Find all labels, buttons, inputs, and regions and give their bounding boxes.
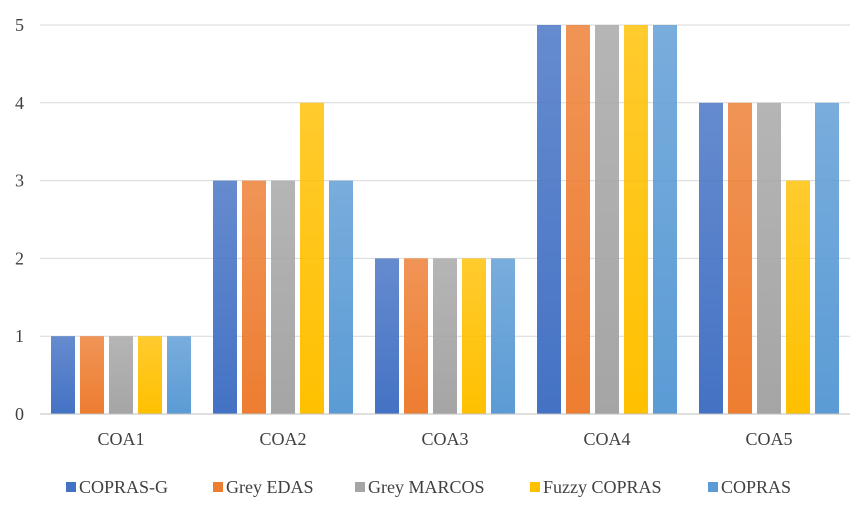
legend-label: Fuzzy COPRAS (543, 477, 662, 497)
y-tick-label: 2 (15, 248, 24, 268)
y-tick-label: 5 (15, 15, 24, 35)
bar-copras-coa4 (653, 25, 677, 414)
bar-copras-coa5 (815, 102, 839, 415)
bar-copras-g-coa1 (51, 336, 75, 414)
bar-copras-g-coa5 (699, 102, 723, 415)
bar-grey-marcos-coa1 (109, 336, 133, 414)
x-category-label: COA2 (259, 429, 306, 449)
x-category-label: COA5 (745, 429, 792, 449)
legend-swatch (530, 482, 540, 492)
legend-swatch (213, 482, 223, 492)
bar-copras-g-coa2 (213, 180, 237, 414)
bar-copras-coa1 (167, 336, 191, 414)
legend-label: Grey EDAS (226, 477, 314, 497)
legend-swatch (66, 482, 76, 492)
bar-copras-g-coa4 (537, 25, 561, 414)
bar-copras-coa2 (329, 180, 353, 414)
bar-grey-edas-coa2 (242, 180, 266, 414)
bar-grey-marcos-coa4 (595, 25, 619, 414)
x-axis-categories: COA1 COA2 COA3 COA4 COA5 (97, 429, 792, 449)
legend-swatch (355, 482, 365, 492)
bars (51, 25, 839, 415)
bar-copras-g-coa3 (375, 258, 399, 414)
bar-fuzzy-copras-coa4 (624, 25, 648, 414)
bar-grey-edas-coa3 (404, 258, 428, 414)
bar-copras-coa3 (491, 258, 515, 414)
bar-fuzzy-copras-coa3 (462, 258, 486, 414)
x-category-label: COA1 (97, 429, 144, 449)
legend-label: COPRAS (721, 477, 791, 497)
y-tick-label: 1 (15, 326, 24, 346)
y-axis-ticks: 0 1 2 3 4 5 (15, 15, 24, 424)
x-category-label: COA3 (421, 429, 468, 449)
x-category-label: COA4 (583, 429, 630, 449)
legend: COPRAS-G Grey EDAS Grey MARCOS Fuzzy COPRAS… (66, 477, 791, 497)
y-tick-label: 0 (15, 404, 24, 424)
bar-grey-edas-coa5 (728, 102, 752, 415)
legend-label: COPRAS-G (79, 477, 168, 497)
legend-label: Grey MARCOS (368, 477, 485, 497)
bar-fuzzy-copras-coa5 (786, 180, 810, 414)
bar-grey-marcos-coa3 (433, 258, 457, 414)
bar-grey-marcos-coa2 (271, 180, 295, 414)
bar-grey-edas-coa4 (566, 25, 590, 414)
bar-grey-edas-coa1 (80, 336, 104, 414)
legend-swatch (708, 482, 718, 492)
bar-fuzzy-copras-coa2 (300, 102, 324, 415)
y-tick-label: 3 (15, 171, 24, 191)
bar-fuzzy-copras-coa1 (138, 336, 162, 414)
y-tick-label: 4 (15, 93, 24, 113)
bar-grey-marcos-coa5 (757, 102, 781, 415)
